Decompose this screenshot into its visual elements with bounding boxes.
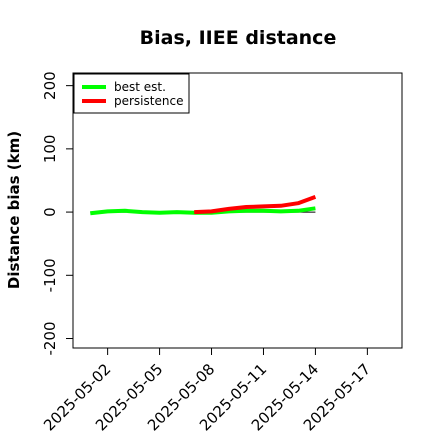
y-tick-label: -100 (41, 258, 59, 292)
y-tick-label: 0 (41, 207, 59, 217)
y-axis-label: Distance bias (km) (5, 131, 23, 289)
series-line-persistence (194, 195, 317, 215)
y-axis: -200 -100 0 100 200 (41, 71, 74, 356)
x-axis: 2025-05-022025-05-052025-05-082025-05-11… (40, 347, 374, 434)
legend-label-persistence: persistence (114, 94, 183, 108)
chart-title: Bias, IIEE distance (140, 27, 337, 49)
legend: best est.persistence (73, 73, 190, 114)
y-tick-label: 100 (41, 135, 59, 164)
y-tick-label: 200 (41, 71, 59, 100)
legend-label-best-est: best est. (114, 80, 166, 94)
y-tick-label: -200 (41, 321, 59, 355)
legend-box (73, 73, 190, 114)
series-layer (90, 195, 317, 216)
